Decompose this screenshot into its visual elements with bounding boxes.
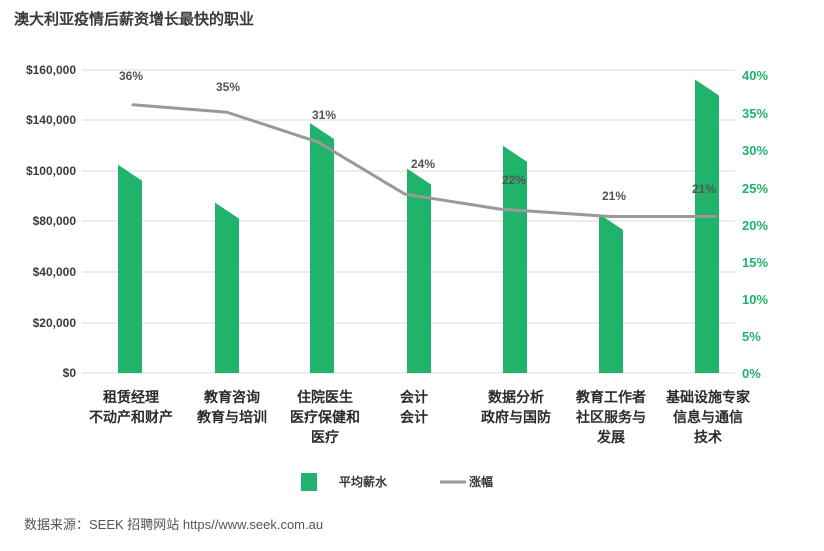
chart-title: 澳大利亚疫情后薪资增长最快的职业 [14,11,255,28]
line-data-label: 21% [692,182,716,196]
right-axis-ticks: 40% 35% 30% 25% 20% 15% 10% 5% 0% [742,68,768,381]
right-tick-label: 35% [742,106,768,121]
bar [407,168,431,373]
line-data-label: 36% [119,69,143,83]
category-label: 教育工作者社区服务与发展 [575,389,646,445]
right-tick-label: 30% [742,143,768,158]
right-tick-label: 5% [742,329,761,344]
bar [599,213,623,373]
left-tick-label: $80,000 [33,214,77,228]
line-data-label: 35% [216,80,240,94]
category-label: 数据分析政府与国防 [481,389,551,425]
source-note: 数据来源：SEEK 招聘网站 https//www.seek.com.au [24,517,324,532]
category-label: 会计会计 [400,389,428,425]
right-tick-label: 20% [742,218,768,233]
left-tick-label: $40,000 [33,265,77,279]
legend-bar-label: 平均薪水 [339,474,388,489]
left-axis-ticks: $160,000 $140,000 $100,000 $80,000 $40,000 $2… [26,63,76,380]
bar [695,79,719,373]
legend: 平均薪水 涨幅 [301,473,493,491]
bar [310,123,334,374]
line-series: 36% 35% 31% 24% 22% 21% 21% [119,69,717,219]
line-data-label: 24% [411,157,435,171]
bar [215,202,239,373]
category-label: 基础设施专家信息与通信技术 [666,389,751,445]
right-tick-label: 25% [742,181,768,196]
bar [503,145,527,373]
category-label: 住院医生医疗保健和医疗 [290,389,360,445]
line-data-label: 22% [502,173,526,187]
right-tick-label: 10% [742,292,768,307]
growth-line [131,103,717,219]
legend-line-label: 涨幅 [469,474,493,489]
left-tick-label: $160,000 [26,63,76,77]
left-tick-label: $100,000 [26,164,76,178]
right-tick-label: 40% [742,68,768,83]
line-data-label: 21% [602,189,626,203]
left-tick-label: $0 [63,366,77,380]
left-tick-label: $140,000 [26,113,76,127]
right-tick-label: 15% [742,255,768,270]
left-tick-label: $20,000 [33,316,77,330]
category-label: 租赁经理不动产和财产 [89,389,173,425]
line-data-label: 31% [312,108,336,122]
bar-series [118,79,719,374]
bar [118,164,142,373]
chart-area: $160,000 $140,000 $100,000 $80,000 $40,000 $2… [26,63,768,491]
category-label: 教育咨询教育与培训 [197,389,267,425]
legend-bar-swatch [301,473,317,491]
right-tick-label: 0% [742,366,761,381]
